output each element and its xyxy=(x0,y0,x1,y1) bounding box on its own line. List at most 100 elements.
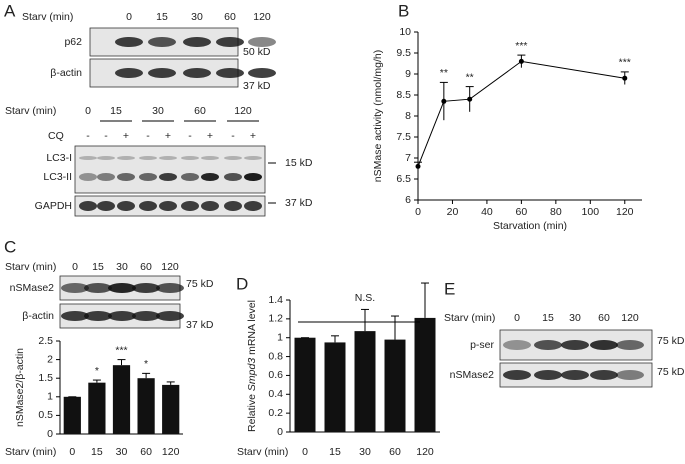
y-tick-label: 6.5 xyxy=(396,173,411,185)
x-tick-label: 60 xyxy=(140,446,152,458)
lane-label: 0 xyxy=(85,105,91,117)
y-tick-label: 1.5 xyxy=(38,372,53,384)
band xyxy=(156,311,184,321)
band xyxy=(616,340,644,350)
band xyxy=(248,68,276,78)
y-tick-label: 0.8 xyxy=(268,350,283,362)
band xyxy=(503,370,531,380)
band xyxy=(97,173,115,181)
band xyxy=(590,340,618,350)
significance: *** xyxy=(619,57,631,69)
significance: ** xyxy=(440,67,448,79)
bar xyxy=(112,365,131,434)
band xyxy=(201,201,219,211)
band xyxy=(61,283,89,293)
lane-label: 120 xyxy=(234,105,252,117)
row-label: GAPDH xyxy=(35,200,72,212)
band xyxy=(561,370,589,380)
lane-title: Starv (min) xyxy=(22,11,73,23)
y-tick-label: 0 xyxy=(277,426,283,438)
blot-image xyxy=(74,145,266,194)
band xyxy=(224,156,242,160)
x-tick-label: 15 xyxy=(91,446,103,458)
x-axis-label: Starvation (min) xyxy=(493,220,567,232)
x-axis-label: Starv (min) xyxy=(237,446,288,458)
row-label: nSMase2 xyxy=(10,282,55,294)
y-tick-label: 1 xyxy=(47,391,53,403)
y-tick-label: 1 xyxy=(277,331,283,343)
lane-title: Starv (min) xyxy=(444,312,495,324)
y-tick-label: 2 xyxy=(47,353,53,365)
band xyxy=(97,201,115,211)
band xyxy=(139,173,157,181)
treatment-sign: - xyxy=(146,130,150,142)
y-tick-label: 10 xyxy=(399,26,411,38)
band xyxy=(79,173,97,181)
band xyxy=(616,370,644,380)
y-axis-label-part: mRNA level xyxy=(246,300,258,358)
band xyxy=(84,311,112,321)
treatment-sign: - xyxy=(231,130,235,142)
size-marker: 15 kD xyxy=(285,157,313,169)
lane-label: 60 xyxy=(140,261,152,273)
panel-label: A xyxy=(4,1,16,20)
y-tick-label: 0.5 xyxy=(38,409,53,421)
treatment-sign: - xyxy=(188,130,192,142)
panel-label: C xyxy=(4,237,16,256)
y-axis-label: nSMase activity (nmol/mg/h) xyxy=(372,50,384,182)
y-tick-label: 2.5 xyxy=(38,335,53,347)
row-label: p62 xyxy=(64,36,82,48)
treatment-sign: - xyxy=(104,130,108,142)
band xyxy=(108,283,136,293)
size-marker: 75 kD xyxy=(657,335,685,347)
band xyxy=(139,201,157,211)
lane-label: 15 xyxy=(110,105,122,117)
y-tick-label: 9 xyxy=(405,68,411,80)
band xyxy=(216,37,244,47)
band xyxy=(79,201,97,211)
x-tick-label: 120 xyxy=(162,446,180,458)
x-axis-label: Starv (min) xyxy=(5,446,56,458)
y-tick-label: 6 xyxy=(405,194,411,206)
data-line xyxy=(417,60,625,167)
panel-label: D xyxy=(236,274,248,293)
size-marker: 37 kD xyxy=(285,197,313,209)
band xyxy=(561,340,589,350)
band xyxy=(590,370,618,380)
x-tick-label: 0 xyxy=(415,206,421,218)
y-tick-label: 9.5 xyxy=(396,47,411,59)
x-tick-label: 0 xyxy=(302,446,308,458)
lane-label: 0 xyxy=(514,312,520,324)
significance: * xyxy=(144,358,148,370)
lane-label: 60 xyxy=(598,312,610,324)
y-tick-label: 8.5 xyxy=(396,89,411,101)
band xyxy=(201,173,219,181)
y-tick-label: 0.4 xyxy=(268,388,283,400)
lane-label: 120 xyxy=(621,312,639,324)
y-tick-label: 0.6 xyxy=(268,369,283,381)
band xyxy=(117,201,135,211)
lane-label: 30 xyxy=(191,11,203,23)
band xyxy=(115,37,143,47)
band xyxy=(244,201,262,211)
significance: ** xyxy=(466,71,474,83)
band xyxy=(534,370,562,380)
band xyxy=(244,173,262,181)
lane-label: 15 xyxy=(542,312,554,324)
band xyxy=(224,173,242,181)
row-label: β-actin xyxy=(50,67,82,79)
band xyxy=(244,156,262,160)
band xyxy=(248,37,276,47)
lane-title: Starv (min) xyxy=(5,261,56,273)
size-marker: 37 kD xyxy=(186,319,214,331)
lane-label: 30 xyxy=(569,312,581,324)
band xyxy=(159,156,177,160)
bar xyxy=(162,384,180,434)
row-label: LC3-II xyxy=(43,171,72,183)
y-axis-label: nSMase2/β-actin xyxy=(14,348,26,427)
band xyxy=(148,37,176,47)
band xyxy=(534,340,562,350)
row-label: LC3-I xyxy=(46,152,72,164)
x-tick-label: 120 xyxy=(616,206,634,218)
blot-image xyxy=(89,58,239,88)
